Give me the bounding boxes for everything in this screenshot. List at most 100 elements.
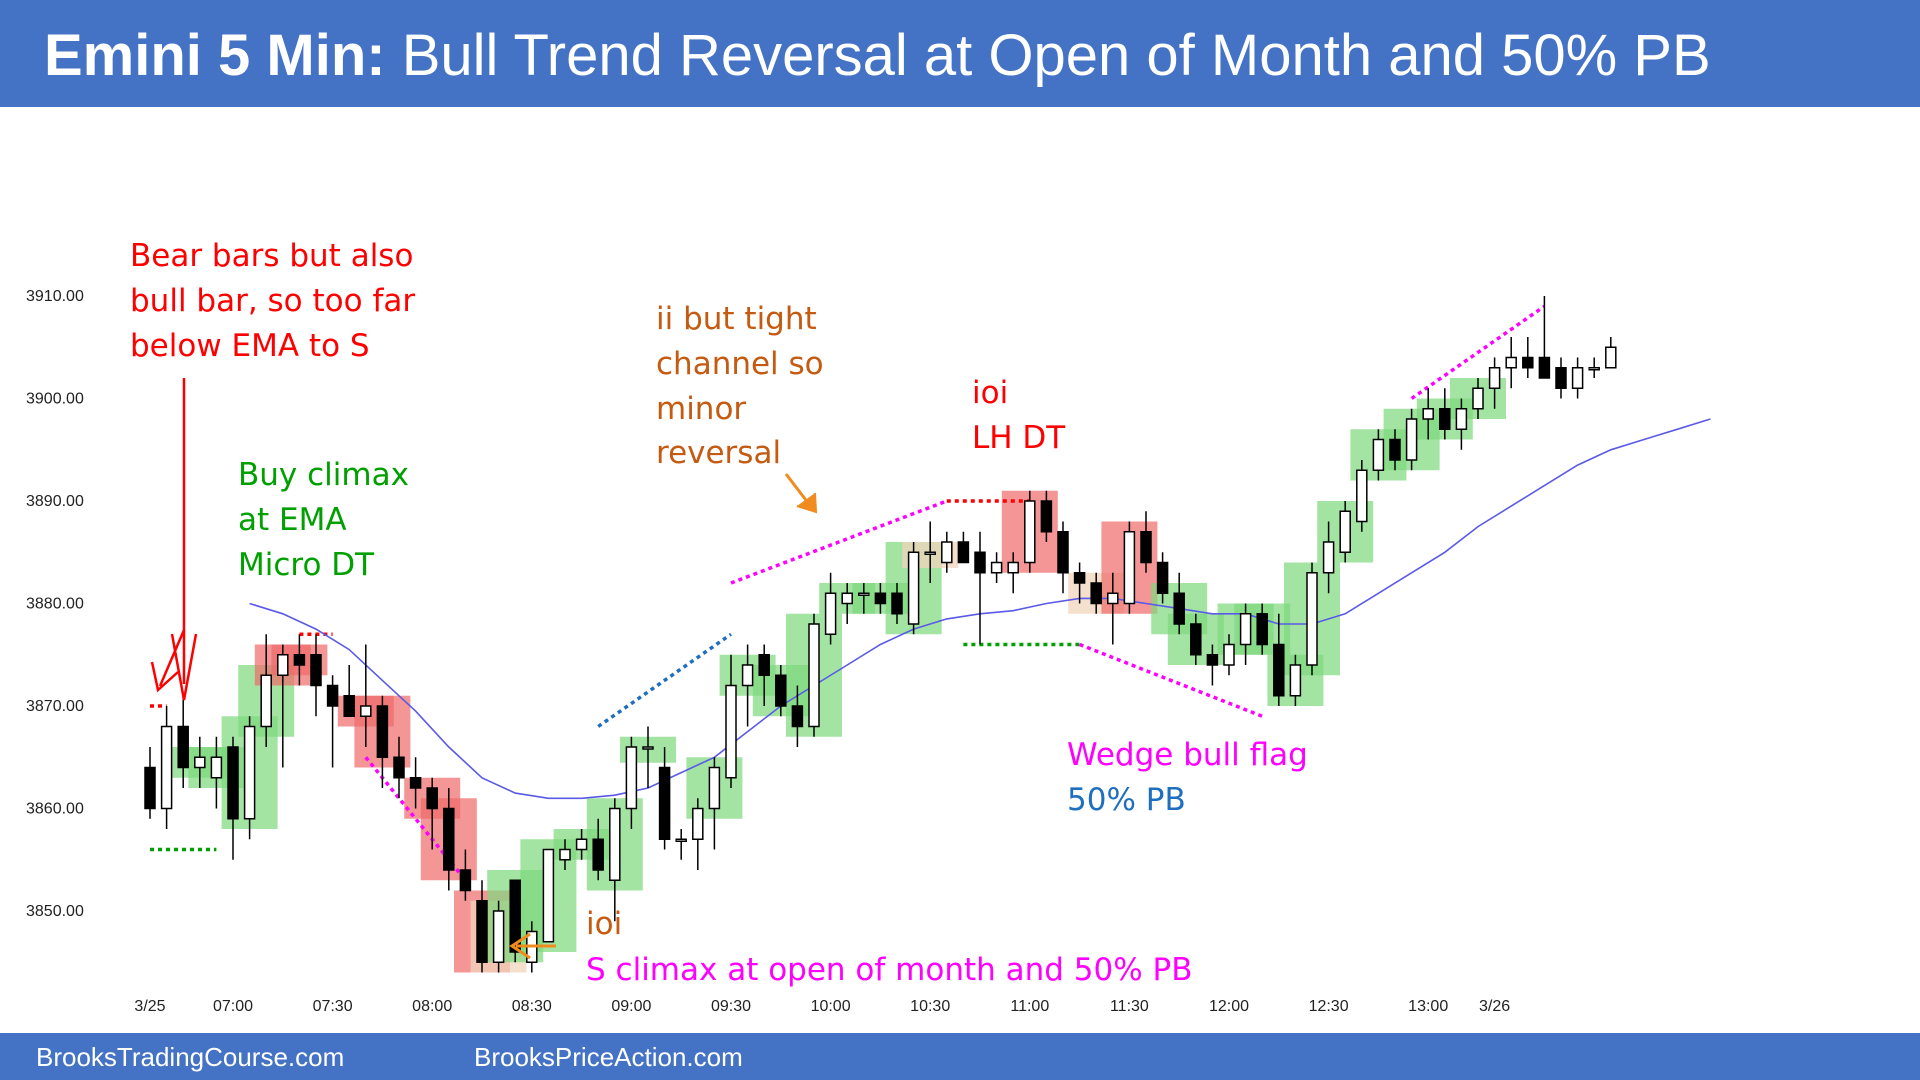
candle-62 bbox=[1173, 572, 1185, 635]
candle-body-35 bbox=[725, 684, 737, 779]
candle-body-72 bbox=[1339, 510, 1351, 553]
candle-body-39 bbox=[791, 705, 804, 728]
candle-body-43 bbox=[858, 592, 870, 596]
candle-21 bbox=[492, 900, 505, 973]
orange-arrow-ii bbox=[784, 473, 818, 514]
annotation-bear-bars-2: bull bar, so too far bbox=[130, 283, 415, 319]
x-tick-label-10: 11:30 bbox=[1110, 998, 1149, 1015]
annotation-buy-climax-2: at EMA bbox=[238, 502, 347, 538]
page-title: Emini 5 Min: Bull Trend Reversal at Open… bbox=[44, 22, 1711, 90]
candle-body-2 bbox=[177, 725, 189, 769]
candle-27 bbox=[592, 818, 604, 881]
annotation-ii-2: channel so bbox=[656, 346, 824, 382]
candle-14 bbox=[376, 695, 389, 788]
annotation-buy-climax-1: Buy climax bbox=[238, 457, 409, 493]
candle-60 bbox=[1140, 511, 1152, 573]
candle-body-60 bbox=[1140, 531, 1152, 564]
candle-body-10 bbox=[310, 654, 322, 687]
candle-body-84 bbox=[1538, 356, 1551, 379]
candle-48 bbox=[941, 531, 953, 573]
candle-body-4 bbox=[210, 756, 223, 779]
candle-26 bbox=[575, 829, 588, 860]
candle-body-65 bbox=[1223, 643, 1235, 666]
title-rest: Bull Trend Reversal at Open of Month and… bbox=[385, 23, 1711, 88]
candle-body-83 bbox=[1522, 356, 1534, 369]
candle-36 bbox=[741, 644, 754, 727]
candle-55 bbox=[1057, 521, 1069, 594]
annotation-50pb: 50% PB bbox=[1067, 782, 1186, 818]
candle-body-29 bbox=[625, 746, 638, 810]
candle-64 bbox=[1206, 644, 1219, 686]
candle-body-68 bbox=[1273, 643, 1285, 697]
candle-body-51 bbox=[990, 561, 1003, 574]
candle-40 bbox=[808, 613, 820, 737]
candle-body-47 bbox=[924, 551, 936, 555]
candle-body-12 bbox=[343, 695, 355, 717]
candle-3 bbox=[194, 736, 206, 788]
candle-59 bbox=[1123, 521, 1136, 614]
candle-body-44 bbox=[874, 592, 887, 605]
candle-75 bbox=[1389, 429, 1401, 471]
candle-70 bbox=[1306, 562, 1318, 676]
candle-79 bbox=[1455, 398, 1468, 450]
candle-body-82 bbox=[1505, 356, 1517, 369]
candle-7 bbox=[260, 634, 272, 747]
footer-link-brooks-trading-course[interactable]: BrooksTradingCourse.com bbox=[36, 1042, 345, 1072]
dotted-line-5 bbox=[730, 499, 948, 585]
candle-51 bbox=[990, 552, 1003, 583]
candle-5 bbox=[227, 736, 239, 860]
candle-80 bbox=[1472, 378, 1484, 419]
arrows bbox=[150, 378, 818, 960]
x-tick-label-12: 12:30 bbox=[1309, 998, 1349, 1015]
candle-16 bbox=[409, 757, 422, 809]
candle-body-24 bbox=[542, 848, 555, 943]
candle-34 bbox=[708, 757, 721, 850]
candle-87 bbox=[1588, 357, 1600, 378]
annotation-ioi-bottom: ioi bbox=[586, 906, 622, 942]
candle-57 bbox=[1090, 572, 1102, 614]
candle-63 bbox=[1190, 613, 1202, 665]
candle-52 bbox=[1007, 552, 1019, 594]
candle-body-87 bbox=[1588, 367, 1600, 371]
candle-body-64 bbox=[1206, 654, 1219, 666]
candle-body-21 bbox=[492, 910, 505, 963]
annotation-ii-1: ii but tight bbox=[656, 301, 817, 337]
candle-9 bbox=[293, 634, 306, 686]
candle-84 bbox=[1538, 296, 1551, 379]
candle-38 bbox=[775, 665, 787, 717]
candle-6 bbox=[243, 716, 256, 840]
candle-body-54 bbox=[1040, 500, 1053, 533]
candle-body-18 bbox=[443, 807, 455, 871]
annotation-bear-bars-1: Bear bars but also bbox=[130, 238, 413, 274]
candle-73 bbox=[1356, 460, 1368, 532]
dotted-line-4 bbox=[597, 632, 732, 728]
candle-body-80 bbox=[1472, 387, 1484, 410]
candle-body-63 bbox=[1190, 623, 1202, 656]
candle-body-58 bbox=[1107, 592, 1119, 605]
candle-74 bbox=[1372, 429, 1385, 481]
candle-body-75 bbox=[1389, 438, 1401, 461]
footer-link-brooks-price-action[interactable]: BrooksPriceAction.com bbox=[474, 1042, 743, 1072]
candle-12 bbox=[343, 665, 355, 717]
candle-body-77 bbox=[1422, 408, 1434, 420]
candle-4 bbox=[210, 736, 223, 809]
candle-body-25 bbox=[559, 848, 571, 861]
candle-31 bbox=[658, 747, 671, 850]
candle-71 bbox=[1322, 521, 1335, 594]
annotation-s-climax: S climax at open of month and 50% PB bbox=[586, 952, 1193, 988]
candle-47 bbox=[924, 521, 936, 583]
candle-body-52 bbox=[1007, 561, 1019, 574]
candle-body-61 bbox=[1156, 561, 1169, 594]
candle-54 bbox=[1040, 490, 1053, 542]
dotted-line-9 bbox=[1410, 304, 1546, 400]
candle-body-28 bbox=[609, 807, 621, 881]
candle-44 bbox=[874, 583, 887, 614]
candle-10 bbox=[310, 634, 322, 717]
candle-body-22 bbox=[509, 879, 521, 953]
candle-body-26 bbox=[575, 838, 588, 851]
candle-body-46 bbox=[907, 551, 920, 625]
candle-58 bbox=[1107, 572, 1119, 645]
candle-body-50 bbox=[974, 551, 986, 574]
candle-body-9 bbox=[293, 654, 306, 666]
